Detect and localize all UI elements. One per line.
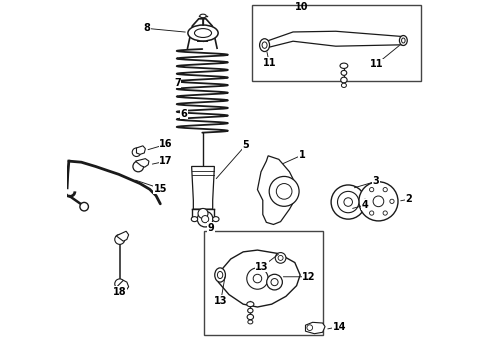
- Ellipse shape: [260, 39, 270, 51]
- Text: 15: 15: [153, 184, 167, 194]
- Text: 16: 16: [159, 139, 173, 149]
- Circle shape: [132, 148, 141, 157]
- Ellipse shape: [191, 217, 197, 222]
- Circle shape: [276, 184, 292, 199]
- Polygon shape: [257, 156, 296, 225]
- Text: 7: 7: [174, 78, 181, 88]
- Circle shape: [269, 176, 299, 206]
- Circle shape: [267, 274, 282, 290]
- Ellipse shape: [248, 320, 253, 324]
- Circle shape: [390, 199, 394, 203]
- Text: 3: 3: [372, 176, 379, 186]
- Ellipse shape: [188, 25, 218, 41]
- Ellipse shape: [195, 28, 212, 37]
- Circle shape: [359, 182, 398, 221]
- Circle shape: [115, 234, 125, 244]
- Circle shape: [271, 279, 278, 286]
- Text: 1: 1: [298, 150, 305, 160]
- Ellipse shape: [340, 63, 348, 68]
- Ellipse shape: [402, 38, 405, 43]
- Circle shape: [115, 279, 125, 289]
- Text: 5: 5: [243, 140, 249, 150]
- Circle shape: [338, 192, 359, 213]
- Circle shape: [198, 208, 208, 219]
- Ellipse shape: [399, 36, 407, 45]
- Circle shape: [133, 161, 144, 172]
- Circle shape: [383, 211, 387, 215]
- Bar: [204, 230, 323, 336]
- Text: 10: 10: [295, 3, 309, 12]
- Text: 12: 12: [302, 272, 316, 282]
- Bar: [252, 5, 421, 81]
- Text: 18: 18: [113, 287, 126, 297]
- Circle shape: [369, 188, 374, 192]
- Circle shape: [197, 211, 213, 227]
- Text: 6: 6: [180, 109, 187, 119]
- Ellipse shape: [262, 42, 267, 48]
- Ellipse shape: [247, 302, 254, 307]
- Polygon shape: [219, 250, 300, 307]
- Text: 8: 8: [144, 23, 150, 33]
- Polygon shape: [116, 231, 129, 241]
- Text: 4: 4: [362, 200, 368, 210]
- Polygon shape: [137, 146, 146, 154]
- Circle shape: [344, 198, 352, 206]
- Circle shape: [369, 211, 374, 215]
- Text: 17: 17: [159, 156, 173, 166]
- Polygon shape: [116, 280, 129, 290]
- Text: 2: 2: [405, 194, 412, 204]
- Circle shape: [253, 274, 262, 283]
- Text: 13: 13: [255, 262, 269, 272]
- Circle shape: [278, 256, 283, 260]
- Ellipse shape: [341, 71, 347, 75]
- Circle shape: [247, 268, 268, 289]
- Ellipse shape: [341, 77, 347, 83]
- Text: 9: 9: [208, 223, 215, 233]
- Circle shape: [383, 188, 387, 192]
- Text: 11: 11: [370, 59, 383, 69]
- Circle shape: [373, 196, 384, 207]
- Circle shape: [275, 253, 286, 263]
- Polygon shape: [265, 31, 403, 48]
- Circle shape: [363, 199, 367, 203]
- Circle shape: [331, 185, 365, 219]
- Ellipse shape: [247, 308, 253, 313]
- Circle shape: [201, 216, 209, 223]
- Polygon shape: [192, 166, 215, 209]
- Polygon shape: [305, 322, 325, 334]
- Ellipse shape: [342, 83, 346, 87]
- Ellipse shape: [200, 14, 206, 18]
- Text: 14: 14: [333, 321, 346, 332]
- Text: 11: 11: [263, 58, 276, 68]
- Text: 13: 13: [214, 296, 227, 306]
- Circle shape: [80, 202, 88, 211]
- Ellipse shape: [247, 314, 253, 320]
- Polygon shape: [135, 159, 149, 167]
- Ellipse shape: [218, 271, 223, 279]
- Ellipse shape: [213, 217, 219, 222]
- Ellipse shape: [215, 268, 225, 282]
- Circle shape: [307, 325, 313, 330]
